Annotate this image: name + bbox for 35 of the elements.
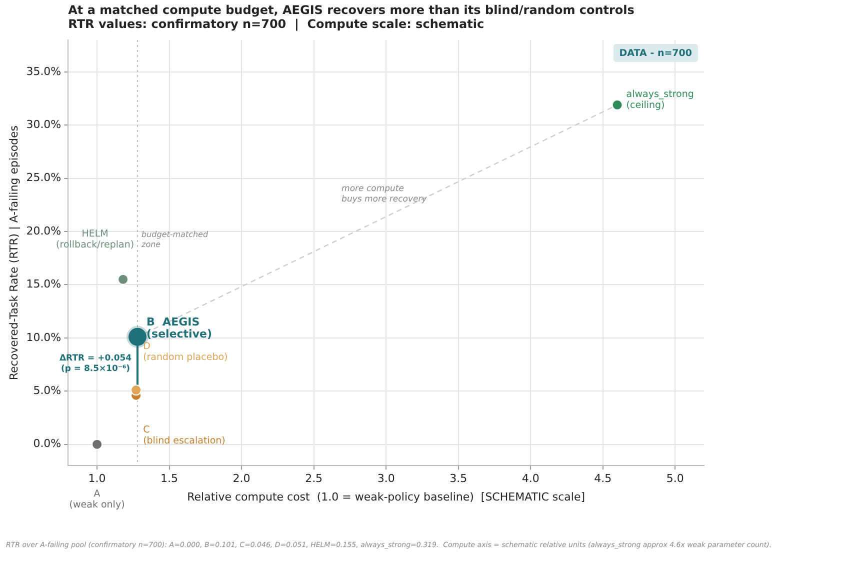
point: [130, 384, 142, 396]
x-tick-label: 5.0: [666, 472, 684, 486]
x-tick-label: 4.5: [594, 472, 612, 486]
x-tick-label: 3.5: [450, 472, 468, 486]
series-label: always_strong (ceiling): [626, 88, 694, 111]
y-axis-title: Recovered-Task Rate (RTR) | A-failing episodes: [7, 125, 20, 380]
point: [126, 326, 149, 348]
x-tick-label: 3.0: [377, 472, 395, 486]
x-axis-title: Relative compute cost (1.0 = weak-policy baseline) [SCHEMATIC scale]: [187, 490, 586, 504]
x-tick-label: 4.0: [522, 472, 540, 486]
x-tick-label: 1.5: [160, 472, 178, 486]
y-tick-label: 0.0%: [33, 437, 62, 450]
series-label: B AEGIS (selective): [146, 316, 212, 341]
y-tick-label: 5.0%: [33, 384, 62, 397]
y-tick-label: 25.0%: [26, 171, 62, 184]
text: A (weak only): [69, 488, 125, 510]
text: C (blind escalation): [143, 424, 226, 446]
point: [612, 99, 623, 110]
annotation: more compute buys more recovery: [342, 184, 428, 205]
annotation: DATA - n=700: [619, 48, 692, 59]
text: D (random placebo): [143, 341, 228, 364]
point: [118, 274, 129, 285]
x-tick-label: 1.0: [88, 472, 106, 486]
point: [92, 438, 103, 450]
x-tick-label: 2.0: [232, 472, 250, 486]
ref-line-label: budget-matched zone: [140, 230, 209, 249]
x-tick-label: 2.5: [305, 472, 323, 486]
chart-subtitle: RTR values: confirmatory n=700 | Compute scale: schematic: [68, 17, 484, 32]
y-tick-label: 15.0%: [26, 278, 62, 291]
y-tick-label: 35.0%: [26, 64, 62, 78]
y-tick-label: 10.0%: [26, 330, 62, 344]
chart-title: At a matched compute budget, AEGIS recovers more than its blind/random controls: [68, 3, 634, 18]
y-tick-label: 20.0%: [26, 224, 62, 238]
y-tick-label: 30.0%: [26, 118, 62, 131]
annotation: ΔRTR = +0.054 (p = 8.5×10⁻⁶): [59, 353, 132, 374]
